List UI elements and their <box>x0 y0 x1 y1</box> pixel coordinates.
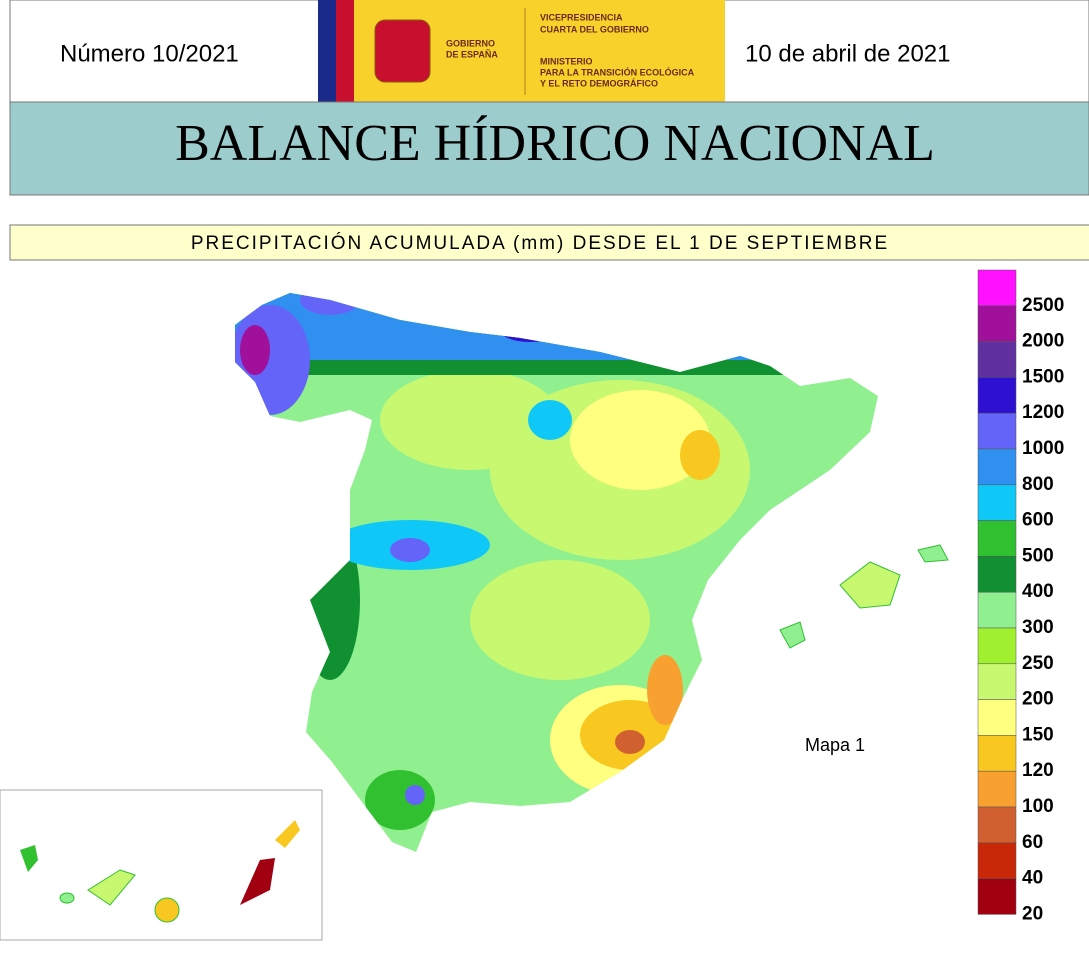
precip-area <box>528 400 572 440</box>
precip-area <box>365 770 435 830</box>
legend-swatch <box>977 663 1017 700</box>
legend-label: 200 <box>1022 689 1054 710</box>
precip-area <box>500 318 560 342</box>
island <box>275 820 300 848</box>
precip-area <box>240 325 270 375</box>
legend-swatch <box>977 591 1017 629</box>
legend-swatch <box>977 770 1017 808</box>
legend-label: 1500 <box>1022 366 1064 387</box>
legend-swatch <box>977 806 1017 844</box>
logo-text: Y EL RETO DEMOGRÁFICO <box>540 78 658 88</box>
eu-flag <box>318 0 336 102</box>
legend-label: 2000 <box>1022 331 1064 352</box>
logo-text: MINISTERIO <box>540 56 593 66</box>
legend-swatch <box>977 520 1017 557</box>
legend-label: 1000 <box>1022 438 1064 459</box>
legend-swatch <box>977 556 1017 593</box>
subtitle: PRECIPITACIÓN ACUMULADA (mm) DESDE EL 1 … <box>191 232 889 254</box>
legend-label: 100 <box>1022 796 1054 817</box>
title: BALANCE HÍDRICO NACIONAL <box>175 114 935 172</box>
legend-label: 1200 <box>1022 402 1064 423</box>
legend-label: 500 <box>1022 545 1054 566</box>
title-band <box>9 101 1089 196</box>
legend-swatch <box>977 627 1017 665</box>
map-label: Mapa 1 <box>805 735 865 755</box>
ibiza <box>779 621 806 649</box>
precip-area <box>390 538 430 562</box>
legend-label: 600 <box>1022 510 1054 531</box>
logo-text: CUARTA DEL GOBIERNO <box>540 24 649 34</box>
legend-swatch <box>977 377 1017 414</box>
legend-label: 60 <box>1022 832 1043 853</box>
precip-area <box>570 390 710 490</box>
legend-swatch <box>977 341 1017 378</box>
island <box>87 869 136 906</box>
precip-area <box>470 560 650 680</box>
mallorca <box>839 561 901 609</box>
legend-swatch <box>977 412 1017 450</box>
precip-area <box>405 785 425 805</box>
logo-text: PARA LA TRANSICIÓN ECOLÓGICA <box>540 66 695 77</box>
legend-label: 800 <box>1022 474 1054 495</box>
legend-swatch <box>977 735 1017 772</box>
legend-swatch <box>977 448 1017 486</box>
precip-area <box>647 655 683 725</box>
legend-swatch <box>977 484 1017 521</box>
coat-of-arms <box>374 19 431 83</box>
flag-stripe <box>336 0 354 102</box>
legend-swatch <box>977 305 1017 342</box>
legend-label: 300 <box>1022 617 1054 638</box>
subtitle-box <box>9 224 1089 261</box>
bulletin-number: Número 10/2021 <box>60 40 239 67</box>
legend-swatch <box>977 842 1017 879</box>
precip-area <box>300 293 360 315</box>
logo-text: GOBIERNO <box>446 38 495 48</box>
island <box>59 892 75 904</box>
precip-area <box>235 293 878 360</box>
legend-label: 250 <box>1022 653 1054 674</box>
peninsula-map <box>235 293 878 852</box>
precip-area <box>680 430 720 480</box>
menorca <box>917 544 949 563</box>
legend-label: 40 <box>1022 868 1043 889</box>
legend-label: 150 <box>1022 724 1054 745</box>
legend-label: 2500 <box>1022 295 1064 316</box>
precip-area <box>380 370 560 470</box>
precip-area <box>615 730 645 754</box>
legend-label: 400 <box>1022 581 1054 602</box>
logo-text: DE ESPAÑA <box>446 49 498 59</box>
island <box>154 897 180 923</box>
legend-swatch <box>977 878 1017 915</box>
bulletin-date: 10 de abril de 2021 <box>745 40 951 67</box>
legend-swatch <box>977 269 1017 307</box>
legend-swatch <box>977 699 1017 736</box>
legend: 2500 2000 1500 1200 1000 800 600 500 400 300 250 20… <box>977 269 1064 924</box>
logo-text: VICEPRESIDENCIA <box>540 12 623 22</box>
legend-label: 120 <box>1022 760 1054 781</box>
legend-label: 20 <box>1022 903 1043 924</box>
island <box>240 858 275 905</box>
island <box>20 845 38 872</box>
